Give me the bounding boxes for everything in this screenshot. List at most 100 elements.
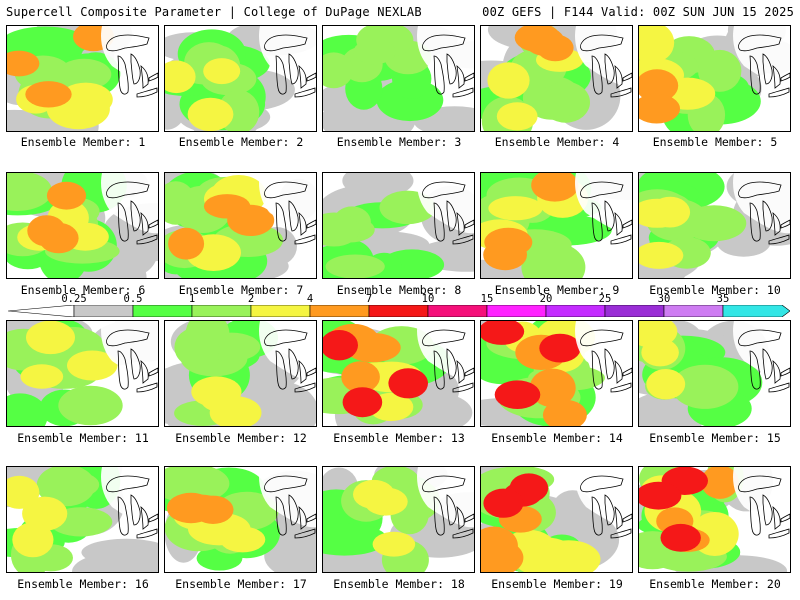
- lake-outline: [738, 329, 782, 347]
- lake-outline: [275, 350, 287, 390]
- ensemble-member-label: Ensemble Member: 5: [652, 135, 778, 149]
- scp-contour: [494, 380, 541, 409]
- lake-outline: [422, 34, 466, 52]
- ensemble-panel-11: [6, 320, 159, 427]
- colorbar-segment: [73, 305, 134, 317]
- scp-contour: [345, 332, 401, 363]
- scp-map-9: [481, 173, 632, 278]
- lake-outline: [130, 494, 149, 530]
- lake-outline: [762, 200, 781, 236]
- lake-outline: [136, 528, 158, 539]
- lake-outline: [148, 72, 158, 82]
- lake-outline: [275, 55, 287, 95]
- scp-contour: [7, 50, 40, 77]
- lakes-region: [101, 321, 158, 382]
- ensemble-panel-15: [638, 320, 791, 427]
- colorbar-tick-label: 20: [539, 293, 553, 305]
- colorbar-segment: [545, 305, 606, 317]
- scp-contour: [67, 350, 118, 381]
- ensemble-member-label: Ensemble Member: 15: [649, 431, 781, 445]
- lake-outline: [433, 496, 445, 536]
- ensemble-panel-13: [322, 320, 475, 427]
- scp-contour: [323, 212, 360, 247]
- ensemble-panel-5: [638, 25, 791, 132]
- scp-contour: [388, 368, 428, 399]
- scp-contour: [174, 327, 220, 368]
- lake-outline: [306, 367, 316, 377]
- colorbar-tick-label: 7: [365, 293, 373, 305]
- scp-contour: [192, 495, 234, 524]
- lake-outline: [130, 348, 149, 384]
- lake-outline: [422, 181, 466, 199]
- lake-outline: [768, 528, 790, 539]
- scp-contour: [646, 369, 686, 400]
- ensemble-member-label: Ensemble Member: 13: [333, 431, 465, 445]
- lake-outline: [452, 234, 474, 245]
- lakes-region: [259, 26, 316, 87]
- lake-outline: [780, 367, 790, 377]
- scp-contour: [521, 242, 586, 278]
- colorbar-tick-label: 15: [480, 293, 494, 305]
- lake-outline: [580, 329, 624, 347]
- scp-contour: [12, 522, 54, 558]
- scp-contour: [36, 467, 96, 507]
- scp-contour: [203, 58, 241, 85]
- scp-contour: [342, 173, 414, 198]
- lake-outline: [762, 494, 781, 530]
- scp-contour: [22, 496, 68, 531]
- scp-contour: [102, 227, 158, 277]
- scp-contour: [488, 196, 543, 221]
- lake-outline: [452, 382, 474, 393]
- scp-contour: [165, 60, 196, 94]
- scp-contour: [81, 538, 158, 566]
- scp-map-11: [7, 321, 158, 426]
- scp-contour: [481, 526, 518, 565]
- colorbar-low-end: [8, 305, 75, 317]
- scp-contour: [639, 26, 675, 64]
- colorbar-segment: [663, 305, 724, 317]
- colorbar-segment: [191, 305, 252, 317]
- ensemble-member-label: Ensemble Member: 8: [336, 283, 462, 297]
- scp-map-1: [7, 26, 158, 131]
- scp-map-13: [323, 321, 474, 426]
- colorbar-segment: [309, 305, 370, 317]
- colorbar-tick-label: 25: [598, 293, 612, 305]
- ensemble-panel-4: [480, 25, 633, 132]
- scp-contour: [56, 58, 112, 90]
- scp-contour: [342, 387, 383, 418]
- lake-outline: [768, 382, 790, 393]
- ensemble-member-label: Ensemble Member: 9: [494, 283, 620, 297]
- lakes-region: [575, 467, 632, 528]
- colorbar-segment: [427, 305, 488, 317]
- colorbar-tick-label: 0.5: [123, 293, 143, 305]
- ensemble-member-label: Ensemble Member: 6: [20, 283, 146, 297]
- colorbar-segment: [604, 305, 665, 317]
- lake-outline: [591, 55, 603, 95]
- lake-outline: [294, 528, 316, 539]
- lake-outline: [106, 181, 150, 199]
- scp-contour: [529, 368, 576, 408]
- lakes-region: [733, 26, 790, 87]
- lakes-region: [733, 467, 790, 528]
- scp-contour: [323, 523, 388, 556]
- lake-outline: [762, 53, 781, 89]
- lakes-region: [733, 173, 790, 234]
- colorbar-segment: [250, 305, 311, 317]
- ensemble-panel-18: [322, 466, 475, 573]
- lakes-region: [417, 173, 474, 234]
- ensemble-panel-7: [164, 172, 317, 279]
- scp-contour: [483, 488, 524, 518]
- scp-contour: [26, 321, 75, 355]
- scp-map-20: [639, 467, 790, 572]
- scp-contour: [639, 481, 682, 510]
- scp-contour: [323, 330, 358, 361]
- ensemble-panel-2: [164, 25, 317, 132]
- scp-map-10: [639, 173, 790, 278]
- scp-contour: [539, 333, 581, 363]
- scp-contour: [353, 39, 396, 65]
- colorbar-segment: [132, 305, 193, 317]
- lake-outline: [306, 513, 316, 523]
- scp-contour: [531, 173, 579, 202]
- scp-map-17: [165, 467, 316, 572]
- lakes-region: [417, 467, 474, 528]
